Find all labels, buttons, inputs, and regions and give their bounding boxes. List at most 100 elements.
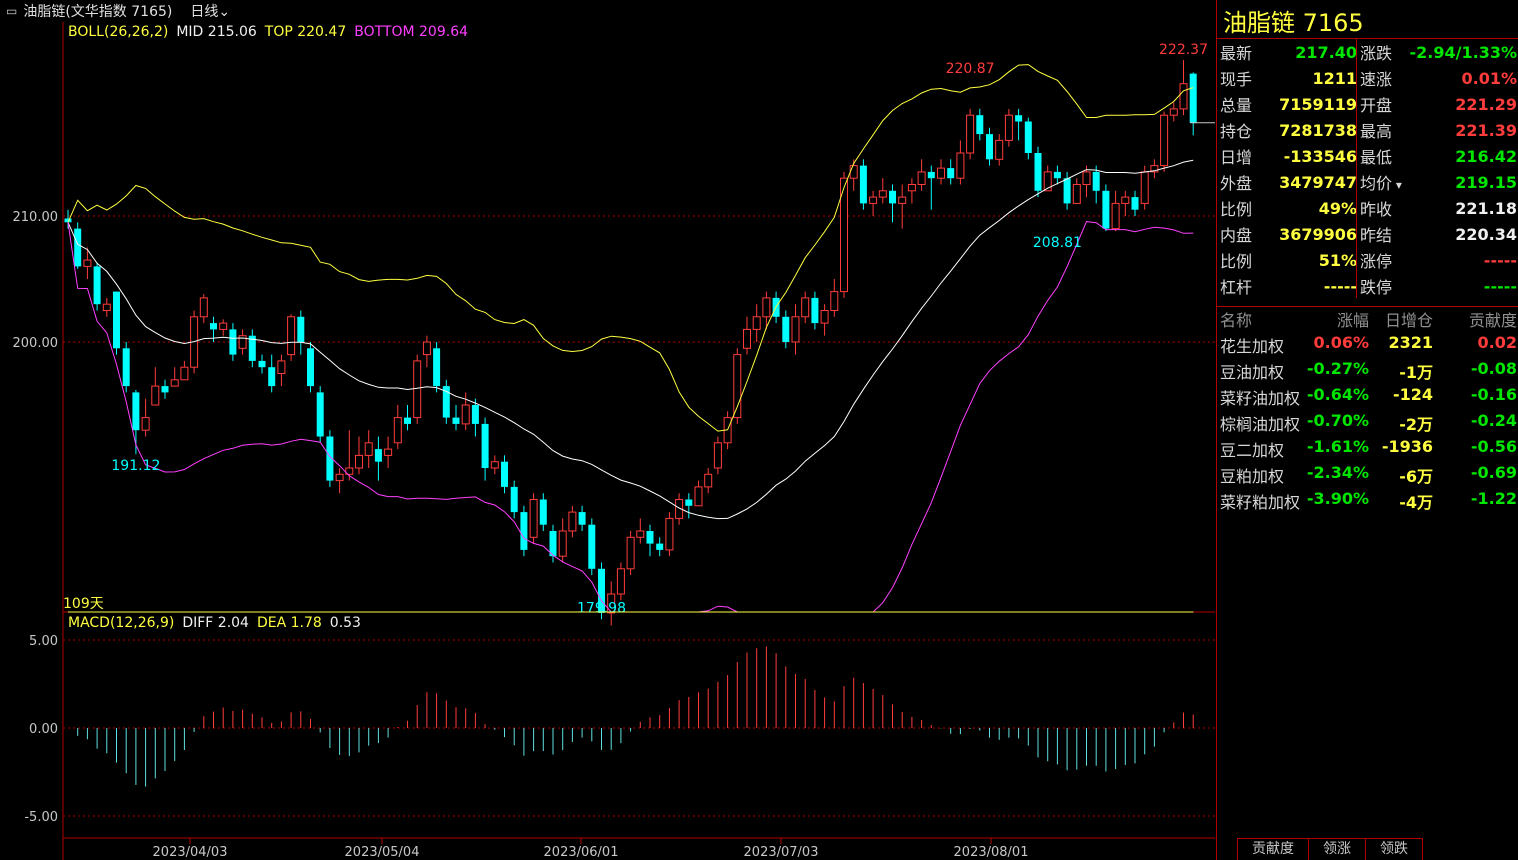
price-tick-label: 210.00 (13, 210, 59, 225)
component-name: 豆粕加权 (1220, 467, 1285, 486)
macd-dea: DEA 1.78 (256, 615, 322, 631)
component-chg: -1.61% (1306, 437, 1369, 456)
candle-body (607, 593, 616, 614)
quote-row: 杠杆 ----- 跌停 ----- (1217, 273, 1518, 299)
quote-row: 比例 49% 昨收 221.18 (1217, 195, 1518, 221)
quote-value: 216.42 (1455, 146, 1517, 166)
candle-body (248, 335, 256, 361)
macd-tick-label: 5.00 (29, 634, 58, 649)
candle-body (927, 171, 935, 179)
quote-value: 221.39 (1455, 120, 1517, 140)
candle-body (889, 190, 896, 204)
candle-body (83, 259, 92, 267)
price-annotation: 179.98 (577, 600, 626, 616)
component-row[interactable]: 棕榈油加权 -0.70% -2万 -0.24 (1217, 411, 1518, 437)
component-oi: -1936 (1381, 437, 1433, 456)
candle-body (1189, 73, 1197, 123)
quote-value: 219.15 (1455, 172, 1517, 192)
quote-value: 220.34 (1455, 224, 1517, 244)
quote-label: 最低 (1360, 148, 1393, 167)
header-contrib[interactable]: 贡献度 (1468, 311, 1517, 330)
candle-body (801, 297, 810, 318)
macd-diff: DIFF 2.04 (182, 615, 249, 631)
candle-body (520, 512, 528, 550)
component-row[interactable]: 花生加权 0.06% 2321 0.02 (1217, 333, 1518, 359)
candle-body (869, 196, 878, 204)
quote-label: 比例 (1220, 200, 1253, 219)
header-chg[interactable]: 涨幅 (1336, 311, 1369, 330)
candle-body (268, 367, 276, 387)
date-label: 2023/04/03 (153, 845, 228, 860)
quote-value: 7281738 (1279, 120, 1357, 140)
quote-label: 杠杆 (1220, 278, 1253, 297)
candle-body (675, 499, 684, 519)
boll-top-line (67, 64, 1194, 432)
candle-body (578, 512, 586, 525)
component-oi: -2万 (1399, 415, 1433, 434)
caret-down-icon[interactable]: ▾ (1392, 178, 1402, 192)
header-oi[interactable]: 日增仓 (1384, 311, 1433, 330)
component-contrib: -0.24 (1470, 411, 1517, 430)
component-table: 名称 涨幅 日增仓 贡献度 花生加权 0.06% 2321 0.02 豆油加权 -0.27… (1217, 306, 1518, 515)
component-row[interactable]: 豆油加权 -0.27% -1万 -0.08 (1217, 359, 1518, 385)
candle-body (316, 392, 324, 437)
days-label: 109天 (63, 596, 104, 612)
quote-row: 最新 217.40 涨跌 -2.94/1.33% (1217, 39, 1518, 65)
candle-body (840, 177, 848, 293)
candle-body (598, 568, 605, 613)
quote-value: 1211 (1312, 68, 1357, 88)
component-row[interactable]: 豆二加权 -1.61% -1936 -0.56 (1217, 437, 1518, 463)
candle-body (102, 303, 111, 312)
candle-body (238, 335, 247, 349)
candle-body (1024, 121, 1032, 153)
candle-body (898, 196, 907, 204)
tab-0[interactable]: 贡献度 (1237, 839, 1309, 860)
candle-body (364, 442, 373, 456)
candle-body (937, 167, 945, 179)
candle-body (393, 417, 402, 444)
candle-body (199, 297, 208, 318)
candle-body (743, 328, 751, 349)
price-annotation: 220.87 (946, 61, 995, 77)
quote-value: -133546 (1283, 146, 1357, 166)
candle-body (976, 115, 984, 135)
boll-mid: MID 215.06 (176, 24, 257, 40)
kline-chart[interactable]: 210.00 200.00 5.00 0.00 -5.00 2023/04/03 2023/… (0, 22, 1215, 860)
component-row[interactable]: 菜籽粕加权 -3.90% -4万 -1.22 (1217, 489, 1518, 515)
period-selector[interactable]: 日线⌄ (190, 4, 231, 20)
candle-body (1131, 197, 1139, 210)
candle-body (830, 291, 839, 312)
link-icon[interactable]: ▭ (6, 4, 18, 18)
candle-body (1034, 153, 1042, 191)
candle-body (74, 228, 82, 267)
date-label: 2023/08/01 (954, 845, 1029, 860)
header-name[interactable]: 名称 (1220, 311, 1253, 330)
candle-body (287, 316, 296, 356)
price-tick-label: 200.00 (13, 336, 59, 351)
quote-value: 51% (1318, 250, 1357, 270)
candle-body (1121, 196, 1130, 204)
component-chg: -0.64% (1306, 385, 1369, 404)
component-chg: -2.34% (1306, 463, 1369, 482)
quote-label: 昨结 (1360, 226, 1393, 245)
candle-body (297, 316, 305, 342)
component-row[interactable]: 菜籽油加权 -0.64% -124 -0.16 (1217, 385, 1518, 411)
candle-body (345, 467, 354, 475)
macd-label[interactable]: MACD(12,26,9) (68, 615, 175, 631)
chevron-down-icon: ⌄ (218, 4, 231, 20)
component-oi: -1万 (1399, 363, 1433, 382)
candle-body (219, 322, 228, 330)
tab-1[interactable]: 领涨 (1309, 839, 1366, 860)
date-label: 2023/05/04 (345, 845, 420, 860)
candle-body (549, 531, 557, 557)
quote-label: 最新 (1220, 44, 1253, 63)
boll-label[interactable]: BOLL(26,26,2) (68, 24, 169, 40)
tab-2[interactable]: 领跌 (1366, 839, 1423, 860)
candle-body (471, 405, 479, 424)
candle-body (510, 486, 518, 513)
candle-body (986, 134, 993, 160)
candle-body (1111, 202, 1120, 230)
candle-body (151, 385, 160, 406)
component-row[interactable]: 豆粕加权 -2.34% -6万 -0.69 (1217, 463, 1518, 489)
candle-body (966, 114, 975, 154)
